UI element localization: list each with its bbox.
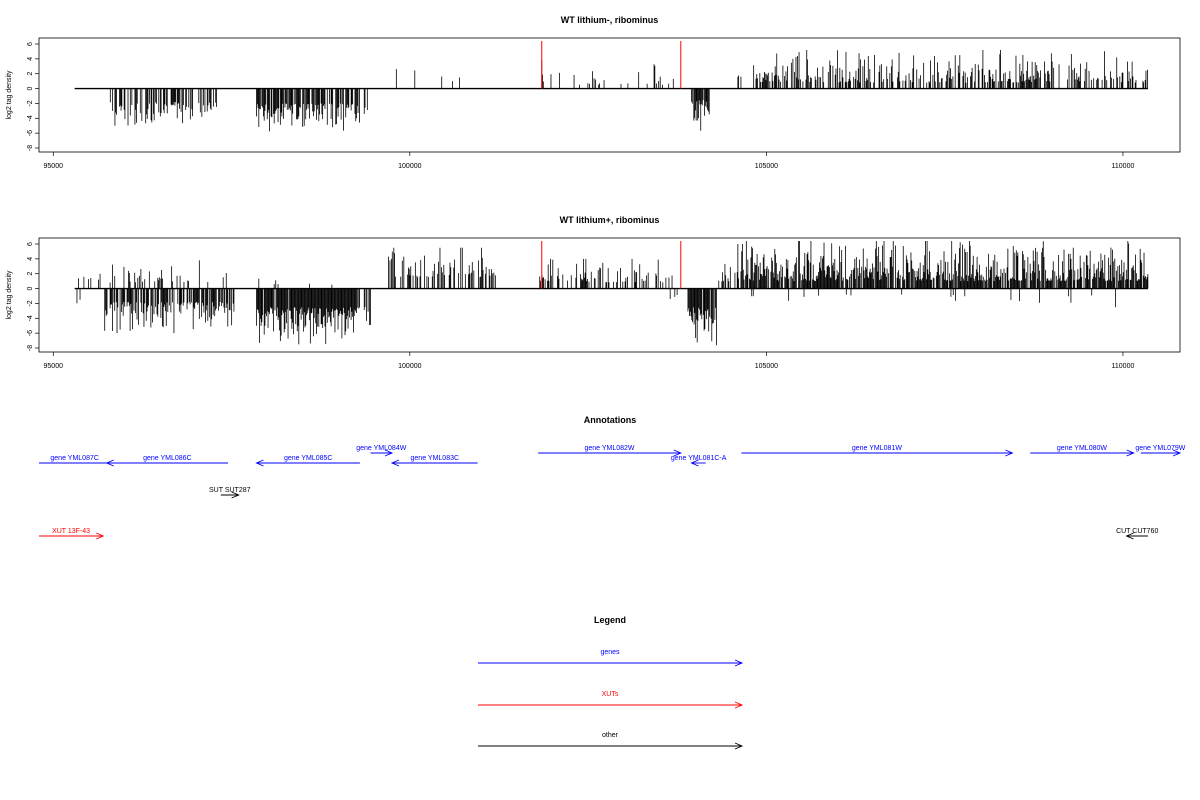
feature-arrowhead bbox=[105, 459, 114, 467]
plot-frame bbox=[38, 237, 1181, 353]
y-axis-label: log2 tag density bbox=[6, 70, 13, 120]
feature-gene-yml079w: gene YML079W bbox=[1135, 445, 1186, 457]
y-axis-label: log2 tag density bbox=[6, 270, 13, 320]
x-tick-label: 100000 bbox=[398, 363, 421, 370]
x-tick-label: 110000 bbox=[1112, 363, 1135, 370]
feature-label: gene YML081W bbox=[852, 445, 902, 452]
feature-gene-yml087c: gene YML087C bbox=[39, 455, 111, 464]
x-tick-label: 95000 bbox=[44, 363, 64, 370]
y-tick-label: 2 bbox=[27, 72, 34, 76]
feature-label: gene YML082W bbox=[584, 445, 634, 452]
chart-title: WT lithium-, ribominus bbox=[561, 15, 659, 25]
feature-label: gene YML079W bbox=[1135, 445, 1185, 452]
feature-label: SUT SUT287 bbox=[209, 487, 251, 494]
y-tick-label: -8 bbox=[27, 345, 34, 351]
feature-label: gene YML086C bbox=[143, 455, 192, 462]
legend-item-label: other bbox=[602, 732, 619, 739]
y-tick-label: -2 bbox=[27, 300, 34, 306]
legend-panel: Legend genes XUTs other bbox=[478, 615, 744, 750]
feature-arrowhead bbox=[673, 449, 682, 457]
feature-label: gene YML085C bbox=[284, 455, 333, 462]
x-tick-label: 100000 bbox=[398, 163, 421, 170]
chart-title: WT lithium+, ribominus bbox=[560, 215, 660, 225]
feature-arrowhead bbox=[390, 459, 400, 467]
legend-title: Legend bbox=[594, 615, 626, 625]
y-tick-label: 6 bbox=[27, 42, 34, 46]
annotations-panel: Annotations gene YML087C gene YML086C gene… bbox=[39, 415, 1186, 540]
x-tick-label: 95000 bbox=[44, 163, 64, 170]
feature-label: gene YML083C bbox=[411, 455, 460, 462]
y-tick-label: 4 bbox=[27, 57, 34, 61]
x-tick-label: 105000 bbox=[755, 363, 778, 370]
density-bars bbox=[76, 241, 1149, 346]
plot-frame bbox=[38, 37, 1181, 153]
x-tick-label: 110000 bbox=[1112, 163, 1135, 170]
feature-arrowhead bbox=[384, 449, 394, 457]
legend-arrowhead bbox=[734, 701, 744, 709]
feature-gene-yml081w: gene YML081W bbox=[741, 445, 1014, 457]
y-tick-label: 6 bbox=[27, 242, 34, 246]
legend-item-label: genes bbox=[600, 649, 620, 656]
feature-sut-sut287: SUT SUT287 bbox=[209, 487, 251, 499]
feature-xut-13f-43: XUT 13F-43 bbox=[39, 528, 105, 540]
feature-arrowhead bbox=[1005, 449, 1014, 457]
density-bars bbox=[109, 49, 1148, 132]
legend-item-label: XUTs bbox=[602, 691, 619, 698]
y-tick-label: -8 bbox=[27, 145, 34, 151]
y-tick-label: 2 bbox=[27, 272, 34, 276]
feature-arrowhead bbox=[96, 532, 105, 540]
y-tick-label: 4 bbox=[27, 257, 34, 261]
feature-arrowhead bbox=[255, 459, 264, 467]
feature-label: gene YML084W bbox=[356, 445, 406, 452]
y-tick-label: -6 bbox=[27, 330, 34, 336]
feature-gene-yml086c: gene YML086C bbox=[105, 455, 228, 467]
legend-arrowhead bbox=[734, 742, 744, 750]
legend-item-genes: genes bbox=[478, 649, 744, 667]
feature-label: XUT 13F-43 bbox=[52, 528, 90, 535]
feature-arrowhead bbox=[231, 491, 240, 499]
y-tick-label: 0 bbox=[27, 287, 34, 291]
feature-gene-yml081c-a: gene YML081C-A bbox=[671, 455, 727, 467]
legend-item-other: other bbox=[478, 732, 744, 750]
feature-arrowhead bbox=[1172, 449, 1182, 457]
feature-label: gene YML081C-A bbox=[671, 455, 727, 462]
feature-gene-yml080w: gene YML080W bbox=[1030, 445, 1135, 457]
y-tick-label: -6 bbox=[27, 130, 34, 136]
feature-gene-yml085c: gene YML085C bbox=[255, 455, 360, 467]
legend-arrowhead bbox=[734, 659, 744, 667]
chart-panel-2: WT lithium+, ribominus -8 -6 -4 -2 0 2 4 6 log2 t… bbox=[6, 215, 1181, 370]
feature-cut-cut760: CUT CUT760 bbox=[1116, 528, 1158, 540]
feature-label: CUT CUT760 bbox=[1116, 528, 1158, 535]
feature-label: gene YML080W bbox=[1057, 445, 1107, 452]
feature-gene-yml082w: gene YML082W bbox=[538, 445, 682, 457]
y-tick-label: -4 bbox=[27, 115, 34, 121]
feature-label: gene YML087C bbox=[50, 455, 99, 462]
feature-arrowhead bbox=[1126, 449, 1135, 457]
y-tick-label: 0 bbox=[27, 87, 34, 91]
chart-panel-1: WT lithium-, ribominus -8 -6 -4 -2 0 2 4 6 log2 t… bbox=[6, 15, 1181, 170]
x-tick-label: 105000 bbox=[755, 163, 778, 170]
feature-gene-yml083c: gene YML083C bbox=[390, 455, 478, 467]
y-tick-label: -2 bbox=[27, 100, 34, 106]
annotations-title: Annotations bbox=[584, 415, 637, 425]
legend-item-xuts: XUTs bbox=[478, 691, 744, 709]
feature-arrowhead bbox=[690, 459, 699, 467]
feature-gene-yml084w: gene YML084W bbox=[356, 445, 407, 457]
feature-arrowhead bbox=[1125, 532, 1134, 540]
y-tick-label: -4 bbox=[27, 315, 34, 321]
